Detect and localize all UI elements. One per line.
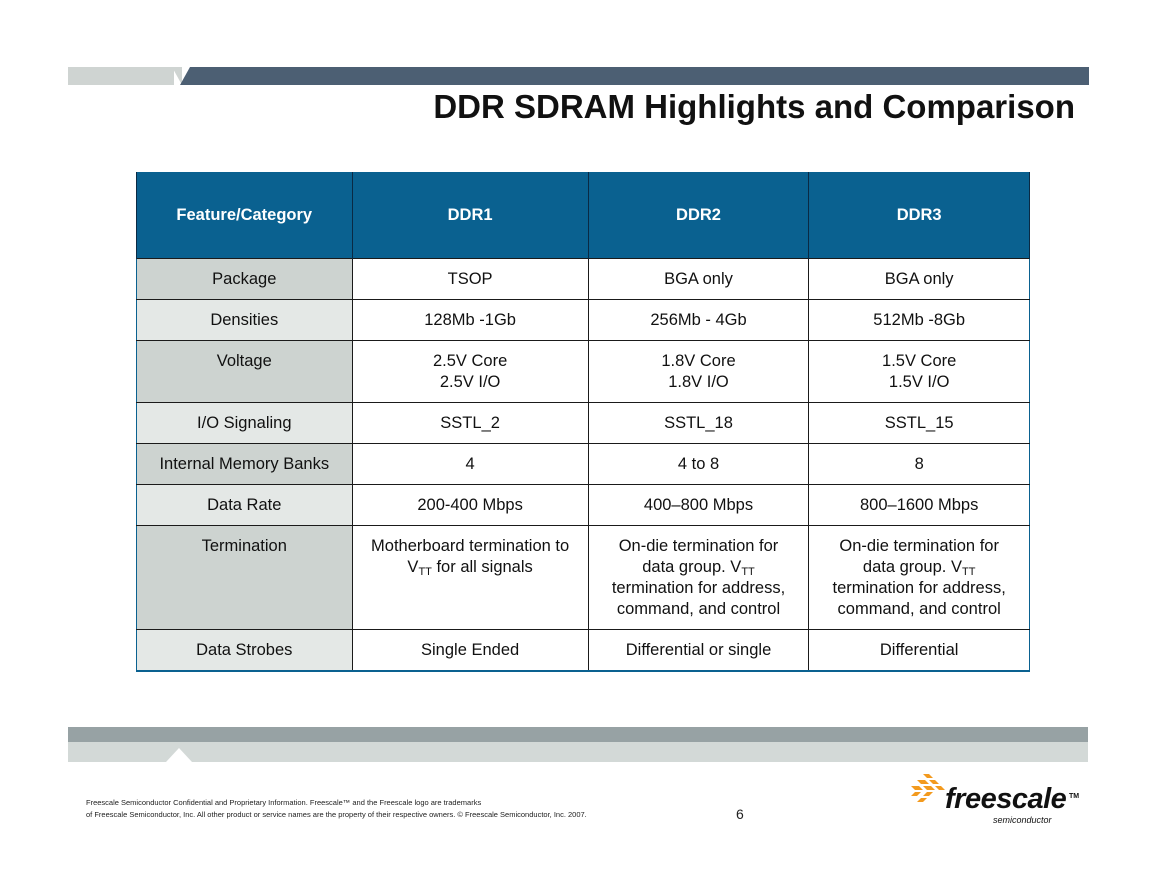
cell-ddr2: On-die termination for data group. VTT t… [587, 525, 810, 630]
bottom-bar-dark [68, 727, 1088, 742]
cell-ddr2: 400–800 Mbps [587, 484, 810, 526]
cell-ddr2: BGA only [587, 258, 810, 300]
table-header-row: Feature/Category DDR1 DDR2 DDR3 [136, 172, 1030, 259]
cell-line: command, and control [837, 600, 1001, 618]
cell-line: command, and control [616, 600, 781, 618]
cell-ddr3: BGA only [808, 258, 1030, 300]
cell-text: for all signals [431, 558, 533, 576]
cell-line: termination for address, [832, 579, 1006, 597]
cell-ddr1: 4 [351, 443, 589, 485]
cell-ddr2: 4 to 8 [587, 443, 810, 485]
row-category: Data Strobes [136, 629, 353, 672]
logo-wordmark: freescale [945, 783, 1067, 815]
cell-ddr3: 800–1600 Mbps [808, 484, 1030, 526]
cell-ddr1: 200-400 Mbps [351, 484, 589, 526]
slide-title: DDR SDRAM Highlights and Comparison [433, 88, 1075, 125]
table-row: Densities 128Mb -1Gb 256Mb - 4Gb 512Mb -… [136, 299, 1030, 341]
top-bar-light [68, 67, 174, 85]
logo-subtitle: semiconductor [993, 815, 1052, 825]
footer-line: Freescale Semiconductor Confidential and… [86, 798, 482, 807]
table-row: Termination Motherboard termination to V… [136, 525, 1030, 630]
row-category: I/O Signaling [136, 402, 353, 444]
cell-ddr2: 1.8V Core 1.8V I/O [587, 340, 810, 403]
cell-ddr1: SSTL_2 [351, 402, 589, 444]
cell-ddr1: Motherboard termination to VTT for all s… [351, 525, 589, 630]
cell-line: 1.8V Core [661, 352, 736, 370]
table-row: I/O Signaling SSTL_2 SSTL_18 SSTL_15 [136, 402, 1030, 444]
cell-line: Motherboard termination to [371, 537, 570, 555]
cell-line: 1.5V I/O [888, 373, 950, 391]
page-number: 6 [736, 806, 744, 822]
row-category: Voltage [136, 340, 353, 403]
vtt-subscript: TT [741, 566, 755, 578]
header-feature: Feature/Category [136, 172, 353, 259]
table-row: Voltage 2.5V Core 2.5V I/O 1.8V Core 1.8… [136, 340, 1030, 403]
cell-ddr2: Differential or single [587, 629, 810, 672]
header-ddr2: DDR2 [587, 172, 810, 259]
cell-ddr2: 256Mb - 4Gb [587, 299, 810, 341]
cell-line: 2.5V I/O [439, 373, 501, 391]
cell-ddr3: 8 [808, 443, 1030, 485]
cell-ddr1: TSOP [351, 258, 589, 300]
bottom-bar-tab [166, 748, 192, 762]
header-ddr1: DDR1 [351, 172, 589, 259]
cell-ddr3: SSTL_15 [808, 402, 1030, 444]
cell-line: 1.8V I/O [668, 373, 729, 391]
row-category: Termination [136, 525, 353, 630]
cell-text: data group. V [642, 558, 742, 576]
footer-legal: Freescale Semiconductor Confidential and… [86, 797, 587, 821]
vtt-symbol: V [407, 558, 419, 576]
cell-line: 1.5V Core [882, 352, 957, 370]
cell-line: termination for address, [611, 579, 786, 597]
row-category: Data Rate [136, 484, 353, 526]
footer-line: of Freescale Semiconductor, Inc. All oth… [86, 810, 587, 819]
cell-line: data group. VTT [817, 557, 1021, 578]
top-bar-dark [180, 67, 1089, 85]
cell-ddr3: On-die termination for data group. VTT t… [808, 525, 1030, 630]
cell-ddr3: 1.5V Core 1.5V I/O [808, 340, 1030, 403]
freescale-logo: freescale TM semiconductor [905, 772, 1085, 828]
cell-line: On-die termination for [618, 537, 779, 555]
table-row: Package TSOP BGA only BGA only [136, 258, 1030, 300]
row-category: Internal Memory Banks [136, 443, 353, 485]
table-row: Data Rate 200-400 Mbps 400–800 Mbps 800–… [136, 484, 1030, 526]
vtt-subscript: TT [418, 566, 432, 578]
freescale-chevron-logo-icon [911, 774, 945, 802]
cell-ddr3: Differential [808, 629, 1030, 672]
cell-ddr3: 512Mb -8Gb [808, 299, 1030, 341]
table-row: Internal Memory Banks 4 4 to 8 8 [136, 443, 1030, 485]
cell-ddr2: SSTL_18 [587, 402, 810, 444]
cell-ddr1: 128Mb -1Gb [351, 299, 589, 341]
header-ddr3: DDR3 [808, 172, 1030, 259]
comparison-table: Feature/Category DDR1 DDR2 DDR3 Package … [136, 172, 1030, 672]
cell-ddr1: Single Ended [351, 629, 589, 672]
bottom-bar-light [68, 742, 1088, 762]
top-bar-notch [172, 67, 182, 85]
table-row: Data Strobes Single Ended Differential o… [136, 629, 1030, 672]
cell-ddr1: 2.5V Core 2.5V I/O [351, 340, 589, 403]
logo-trademark: TM [1069, 793, 1080, 800]
vtt-subscript: TT [961, 566, 976, 578]
cell-line: VTT for all signals [361, 557, 580, 578]
row-category: Densities [136, 299, 353, 341]
cell-line: On-die termination for [839, 537, 999, 555]
cell-line: 2.5V Core [432, 352, 508, 370]
cell-text: data group. V [862, 558, 962, 576]
cell-line: data group. VTT [597, 557, 801, 578]
row-category: Package [136, 258, 353, 300]
